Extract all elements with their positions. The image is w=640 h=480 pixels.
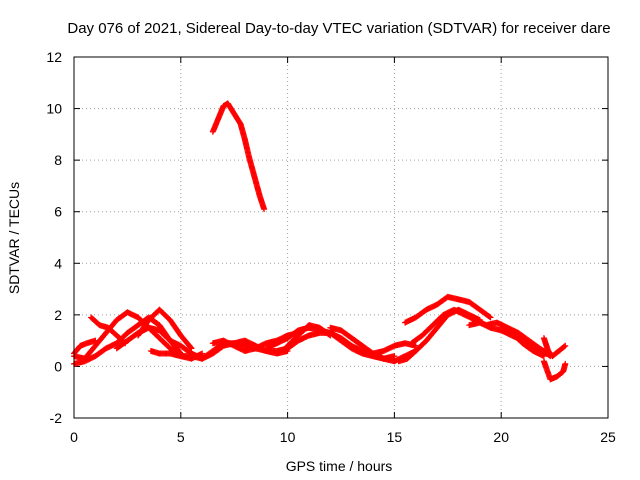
data-point [561,343,568,350]
chart-title: Day 076 of 2021, Sidereal Day-to-day VTE… [67,20,610,37]
y-axis-title: SDTVAR / TECUs [6,182,22,294]
data-points [71,100,569,383]
data-point [540,353,547,360]
data-point [487,314,494,321]
y-tick-label: 12 [46,49,62,65]
series-arc-spike [209,100,268,213]
data-point [486,313,493,320]
data-point [327,332,334,339]
data-point [187,344,194,351]
data-point [391,353,398,360]
x-tick-label: 10 [280,429,296,445]
x-tick-label: 0 [70,429,78,445]
series-arc-T [540,358,569,383]
x-tick-label: 5 [177,429,185,445]
y-tick-label: 0 [54,358,62,374]
data-point [188,345,195,352]
series-arc-O [402,293,494,326]
data-point [562,360,569,367]
data-point [284,347,291,354]
y-tick-label: 6 [54,204,62,220]
y-tick-label: 4 [54,255,62,271]
y-tick-label: 10 [46,101,62,117]
series-arc-E [113,324,206,362]
series-arc-S [540,335,569,360]
y-tick-label: 2 [54,307,62,323]
x-tick-label: 15 [387,429,403,445]
x-tick-label: 25 [600,429,616,445]
data-point [92,337,99,344]
plot-frame [73,56,609,419]
data-point [199,350,206,357]
data-point [562,342,569,349]
x-tick-label: 20 [493,429,509,445]
grid [74,57,608,418]
data-point [261,206,268,213]
data-point [326,331,333,338]
y-tick-label: 8 [54,152,62,168]
x-axis-title: GPS time / hours [286,458,393,474]
series-arc-R [498,322,547,360]
axis-ticks: 0 5 10 15 20 25 -2 0 2 4 6 8 10 12 [46,49,616,445]
series-arc-L [327,324,419,365]
series-arc-F [135,306,195,352]
series-arc-K [284,322,334,349]
y-tick-label: -2 [50,410,63,426]
